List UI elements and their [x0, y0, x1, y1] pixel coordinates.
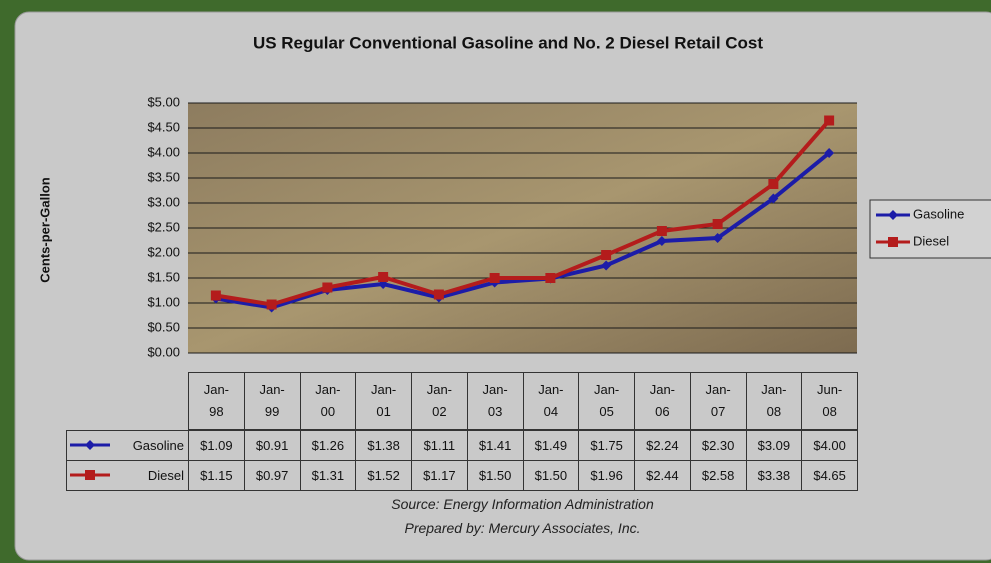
category-label: Jan-04 [538, 382, 564, 419]
legend-marker [888, 237, 898, 247]
y-tick-label: $0.00 [147, 344, 180, 359]
table-value: $1.15 [188, 460, 245, 491]
category-label: Jan-07 [705, 382, 731, 419]
table-header-cell: Jan-08 [745, 372, 803, 430]
category-label: Jan-03 [482, 382, 508, 419]
y-tick-label: $4.00 [147, 144, 180, 159]
table-header-cell: Jan-00 [299, 372, 357, 430]
row-label: Diesel [147, 468, 184, 483]
table-value: $1.17 [411, 460, 468, 491]
category-label: Jan-06 [649, 382, 676, 419]
table-value: $3.38 [745, 460, 803, 491]
y-tick-label: $1.00 [147, 294, 180, 309]
table-value: $1.50 [522, 460, 580, 491]
table-value: $1.09 [188, 430, 245, 461]
table-value: $2.44 [634, 460, 691, 491]
row-label: Gasoline [132, 438, 184, 453]
point [433, 289, 444, 300]
point [601, 250, 612, 260]
point [601, 260, 612, 271]
legend-label: Diesel [913, 233, 949, 248]
point [712, 219, 723, 229]
point [768, 193, 779, 204]
point [378, 272, 389, 282]
table-header-cell: Jan-98 [188, 372, 245, 430]
table-value: $1.11 [411, 430, 468, 461]
table-value: $1.96 [578, 460, 635, 491]
table-header-cell: Jan-03 [466, 372, 524, 430]
category-label: Jun-08 [816, 382, 843, 419]
category-label: Jan-00 [315, 382, 341, 419]
table-header-cell: Jan-06 [634, 372, 691, 430]
table-value: $1.26 [299, 430, 357, 461]
point [656, 226, 667, 236]
table-header-cell: Jan-99 [243, 372, 301, 430]
y-axis-title: Cents-per-Gallon [37, 177, 52, 283]
table-value: $2.30 [689, 430, 747, 461]
legend-label: Gasoline [913, 206, 964, 221]
category-label: Jan-98 [203, 382, 230, 419]
point [656, 236, 667, 246]
point [489, 273, 500, 283]
y-tick-label: $3.50 [147, 169, 180, 184]
table-header-cell: Jan-05 [578, 372, 635, 430]
table-value: $4.65 [801, 460, 858, 491]
table-row-header: Gasoline [66, 430, 189, 461]
chart-title: US Regular Conventional Gasoline and No.… [253, 33, 763, 52]
legend-marker [888, 210, 898, 220]
point [210, 290, 221, 301]
table-value: $1.31 [299, 460, 357, 491]
table-value: $0.97 [243, 460, 301, 491]
table-value: $1.49 [522, 430, 580, 461]
table-header-cell: Jan-02 [411, 372, 468, 430]
row-key-marker [85, 470, 95, 480]
category-label: Jan-05 [593, 382, 620, 419]
point [712, 233, 723, 243]
category-label: Jan-99 [259, 382, 285, 419]
series-line [215, 119, 831, 307]
table-value: $1.52 [355, 460, 412, 491]
point [266, 299, 277, 310]
table-value: $1.75 [578, 430, 635, 461]
category-label: Jan-01 [370, 382, 397, 419]
legend-box [869, 199, 991, 259]
table-value: $1.41 [466, 430, 524, 461]
table-value: $1.38 [355, 430, 412, 461]
y-tick-label: $2.00 [147, 244, 180, 259]
point [768, 179, 779, 189]
source-note: Source: Energy Information Administratio… [391, 496, 654, 512]
table-header-cell: Jun-08 [801, 372, 858, 430]
row-key-marker [85, 440, 95, 450]
y-tick-label: $0.50 [147, 319, 180, 334]
y-tick-label: $2.50 [147, 219, 180, 234]
table-value: $1.50 [466, 460, 524, 491]
table-value: $0.91 [243, 430, 301, 461]
table-value: $4.00 [801, 430, 858, 461]
category-label: Jan-08 [761, 382, 787, 419]
table-header-cell: Jan-04 [522, 372, 580, 430]
table-row-header: Diesel [66, 460, 189, 491]
category-label: Jan-02 [426, 382, 453, 419]
y-tick-label: $1.50 [147, 269, 180, 284]
point [322, 282, 333, 293]
y-tick-label: $5.00 [147, 94, 180, 109]
y-tick-label: $4.50 [147, 119, 180, 134]
source-note: Prepared by: Mercury Associates, Inc. [404, 520, 641, 536]
point [824, 115, 835, 126]
y-tick-label: $3.00 [147, 194, 180, 209]
table-value: $3.09 [745, 430, 803, 461]
series-line [215, 151, 831, 310]
table-header-cell: Jan-07 [689, 372, 747, 430]
point [545, 273, 556, 283]
table-value: $2.58 [689, 460, 747, 491]
table-value: $2.24 [634, 430, 691, 461]
point [824, 148, 835, 158]
table-header-cell: Jan-01 [355, 372, 412, 430]
